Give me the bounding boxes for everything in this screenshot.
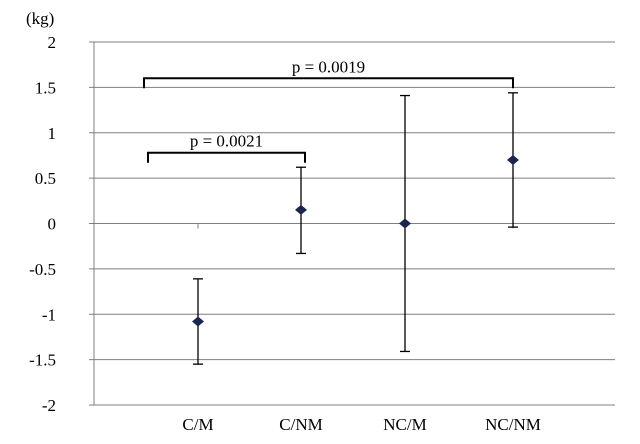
y-tick-label: -2 [42, 396, 56, 415]
y-tick-label: -0.5 [29, 260, 56, 279]
x-tick-labels: C/M C/NM NC/M NC/NM [182, 415, 540, 434]
y-tick-label: -1 [42, 305, 56, 324]
y-tick-label: -1.5 [29, 351, 56, 370]
gridlines [89, 41, 615, 406]
y-tick-label: 1.5 [35, 78, 56, 97]
data-markers [192, 154, 519, 327]
y-tick-label: 1 [48, 124, 57, 143]
y-tick-label: 0.5 [35, 169, 56, 188]
y-tick-label: 0 [48, 215, 57, 234]
x-tick-label: C/NM [279, 415, 322, 434]
y-tick-labels: 2 1.5 1 0.5 0 -0.5 -1 -1.5 -2 [29, 33, 56, 415]
data-point [192, 316, 204, 327]
significance-brackets: p = 0.0021 p = 0.0019 [143, 57, 514, 163]
data-point [399, 218, 411, 229]
p-value-label: p = 0.0019 [292, 57, 365, 76]
y-tick-label: 2 [48, 33, 57, 52]
data-point [295, 204, 307, 215]
y-unit-label: (kg) [26, 9, 54, 28]
x-tick-label: NC/NM [485, 415, 541, 434]
significance-bracket [143, 77, 514, 89]
x-tick-label: C/M [182, 415, 213, 434]
p-value-label: p = 0.0021 [190, 132, 263, 151]
x-tick-label: NC/M [383, 415, 426, 434]
significance-bracket [147, 151, 306, 163]
data-point [507, 154, 519, 165]
